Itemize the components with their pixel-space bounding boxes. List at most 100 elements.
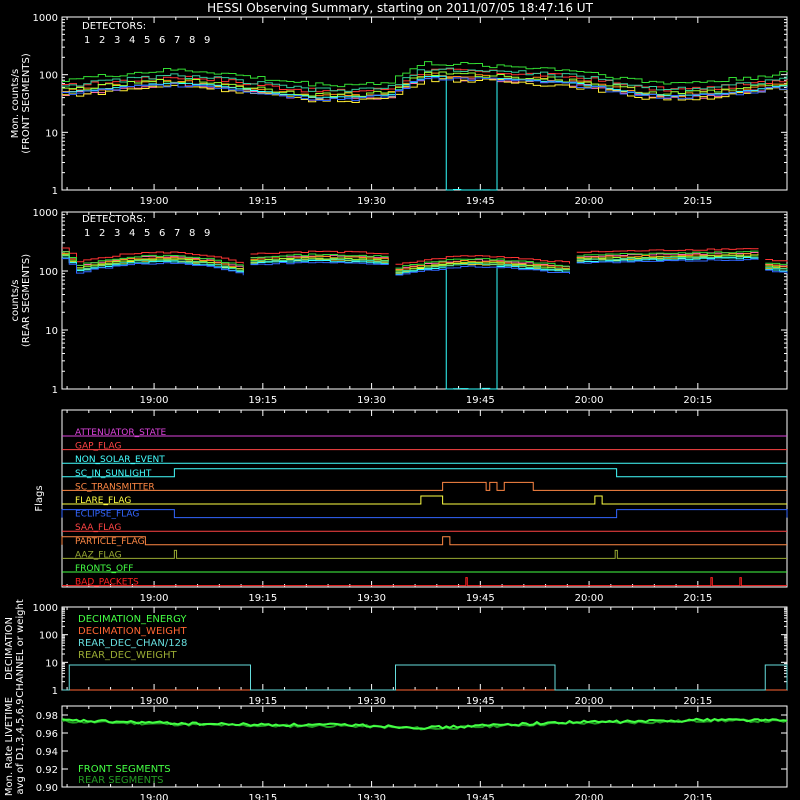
- rear-detector-9-line: [765, 269, 788, 274]
- rear-detector-6-line: [62, 251, 244, 268]
- rear-detector-6-line: [576, 250, 759, 257]
- flag-label: AAZ_FLAG: [75, 550, 122, 560]
- detector-number: 3: [114, 35, 120, 46]
- flag-label: BAD_PACKETS: [75, 578, 139, 588]
- y-tick-label: 0.94: [36, 747, 58, 758]
- detectors-label: DETECTORS:: [82, 214, 146, 225]
- y-axis-label-line: DECIMATION: [4, 617, 15, 680]
- x-tick-label: 19:30: [357, 196, 386, 207]
- decimation-legend-label: DECIMATION_WEIGHT: [78, 626, 187, 637]
- front-panel-frame: [61, 16, 788, 191]
- detector-number: 9: [204, 35, 210, 46]
- x-tick-label: 19:45: [466, 593, 495, 604]
- flag-label: FLARE_FLAG: [75, 496, 131, 506]
- flag-label: PARTICLE_FLAG: [75, 537, 145, 547]
- rear-detector-7-line: [765, 266, 788, 270]
- y-axis-label-line: (FRONT SEGMENTS): [21, 53, 32, 154]
- rear-detector-8-line: [250, 259, 389, 265]
- x-tick-label: 19:45: [466, 696, 495, 707]
- y-axis-label-line: avg of D1,3,4,5,6,9: [15, 698, 26, 794]
- y-tick-label: 10: [45, 128, 58, 139]
- x-tick-label: 19:45: [466, 196, 495, 207]
- x-tick-label: 20:15: [683, 593, 712, 604]
- flag-line: [62, 577, 787, 587]
- flag-line: [62, 549, 787, 559]
- flags-panel-frame: [61, 409, 788, 588]
- detector-number: 9: [204, 228, 210, 239]
- flag-label: SC_IN_SUNLIGHT: [75, 469, 152, 479]
- y-tick-label: 100: [39, 267, 58, 278]
- y-tick-label: 100: [39, 631, 58, 642]
- x-tick-label: 20:15: [683, 196, 712, 207]
- y-tick-label: 100: [39, 71, 58, 82]
- x-tick-label: 20:00: [575, 593, 604, 604]
- y-tick-label: 10: [45, 658, 58, 669]
- rear-detector-9-line: [395, 265, 570, 276]
- flag-line: [61, 536, 787, 546]
- livetime-front-line: [61, 717, 788, 730]
- x-tick-label: 19:15: [248, 793, 277, 800]
- detector-number: 7: [174, 228, 180, 239]
- y-tick-label: 0.96: [36, 729, 58, 740]
- rear-dec-chan-line: [62, 664, 788, 691]
- rear-detector-8-line: [576, 257, 759, 263]
- front-detector-9-line: [62, 77, 788, 102]
- x-tick-label: 19:00: [140, 593, 169, 604]
- flag-label: FRONTS_OFF: [75, 564, 133, 574]
- x-tick-label: 20:00: [575, 395, 604, 406]
- y-tick-label: 1: [52, 385, 58, 396]
- rear-detector-3-line: [250, 255, 389, 261]
- livetime-panel-frame: [61, 705, 788, 788]
- detector-number: 8: [189, 35, 195, 46]
- x-tick-label: 19:45: [466, 395, 495, 406]
- flag-label: GAP_FLAG: [75, 442, 121, 452]
- x-tick-label: 20:15: [683, 696, 712, 707]
- rear-panel-frame: [61, 211, 788, 390]
- detectors-label: DETECTORS:: [82, 21, 146, 32]
- x-tick-label: 19:30: [357, 696, 386, 707]
- detector-number: 7: [174, 35, 180, 46]
- detector-number: 6: [159, 228, 165, 239]
- rear-detector-1-line: [576, 248, 759, 253]
- rear-detector-3-line: [765, 264, 788, 268]
- rear-detector-6-line: [395, 258, 570, 269]
- rear-detector-9-line: [250, 261, 389, 266]
- y-axis-label-line: counts/s: [10, 279, 21, 321]
- y-tick-label: 1: [52, 686, 58, 697]
- chart-title: HESSI Observing Summary, starting on 201…: [207, 1, 593, 15]
- flag-label: SAA_FLAG: [75, 523, 121, 533]
- flag-line: [62, 495, 787, 505]
- rear-detector-5-line: [62, 254, 244, 272]
- rear-detector-1-line: [62, 247, 244, 264]
- x-tick-label: 19:00: [140, 196, 169, 207]
- detector-number: 4: [129, 35, 135, 46]
- detector-number: 8: [189, 228, 195, 239]
- detector-number: 5: [144, 35, 150, 46]
- x-tick-label: 20:15: [683, 395, 712, 406]
- livetime-legend-label: FRONT SEGMENTS: [78, 764, 171, 775]
- decimation-legend-label: DECIMATION_ENERGY: [78, 614, 187, 625]
- y-axis-label: Flags: [34, 485, 45, 511]
- rear-detector-8-line: [765, 268, 788, 272]
- y-tick-label: 1000: [33, 603, 58, 614]
- y-axis-label-line: CHANNEL or weight: [15, 599, 26, 698]
- rear-detector-1-line: [395, 255, 570, 265]
- rear-detector-6-line: [765, 262, 788, 265]
- y-tick-label: 1: [52, 186, 58, 197]
- y-axis-label-line: Mon. counts/s: [10, 69, 21, 138]
- rear-detector-7-line: [576, 256, 759, 261]
- rear-detector-9-line: [576, 258, 759, 264]
- flag-label: NON_SOLAR_EVENT: [75, 455, 165, 465]
- x-tick-label: 19:30: [357, 395, 386, 406]
- front-detector-6-line: [62, 61, 788, 88]
- y-axis-label-line: Flags: [34, 485, 45, 511]
- y-axis-label-line: Mon. Rate LIVETIME: [4, 697, 15, 796]
- flag-line: [61, 509, 788, 519]
- rear-detector-9-line: [62, 258, 244, 276]
- x-tick-label: 19:00: [140, 696, 169, 707]
- decimation-legend-label: REAR_DEC_WEIGHT: [78, 650, 177, 661]
- x-tick-label: 20:15: [683, 793, 712, 800]
- detector-number: 2: [99, 228, 105, 239]
- x-tick-label: 20:00: [575, 793, 604, 800]
